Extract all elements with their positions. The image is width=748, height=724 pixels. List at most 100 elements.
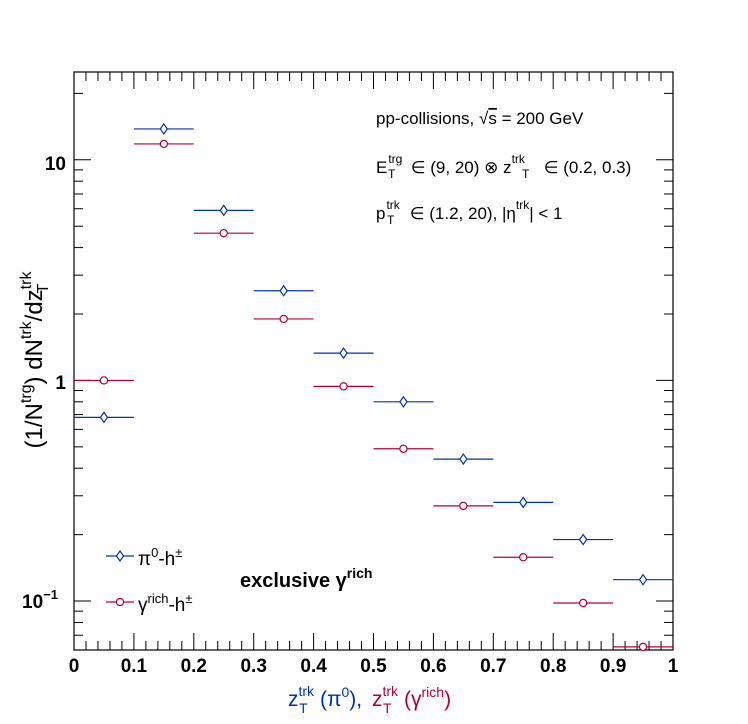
annotation-p-sub: T <box>387 213 395 227</box>
data-point <box>99 376 109 385</box>
y-title-trk1: trk <box>18 320 35 339</box>
series-pi0 <box>74 122 673 586</box>
y-title-slash: /dz <box>21 289 48 321</box>
data-point <box>99 411 109 424</box>
series-gamma-rich <box>74 139 673 652</box>
x-title-z2-sub: T <box>383 700 392 716</box>
x-title-pi0: ztrk T (π0), <box>288 683 362 716</box>
annotation-sqrt-s: s <box>488 109 497 128</box>
annotation-track-range: ptrk T ∈ (1.2, 20), |ηtrk| < 1 <box>376 198 562 227</box>
x-tick-label: 1 <box>668 656 679 677</box>
data-point <box>399 395 408 408</box>
y-tick-label-10: 10 <box>45 154 66 175</box>
data-point <box>279 284 288 297</box>
data-point <box>638 573 648 586</box>
x-tick-label: 0.7 <box>480 656 506 677</box>
x-tick-label: 0.2 <box>181 656 207 677</box>
annotation-E-sup: trg <box>388 152 402 166</box>
annotation-exclusive-text: exclusive γ <box>240 570 348 592</box>
annotation-trigger-end: ∈ (0.2, 0.3) <box>539 158 631 177</box>
annotation-track-end: | < 1 <box>529 204 562 223</box>
data-point <box>578 598 588 608</box>
data-point <box>459 501 468 511</box>
annotation-p-sup: trk <box>386 198 400 212</box>
y-axis-title: (1/Ntrg) dNtrk/dztrkT <box>18 271 52 449</box>
legend: π0-h± γrich-h± <box>106 545 193 616</box>
x-tick-label: 0.9 <box>600 656 626 677</box>
data-point <box>279 314 288 324</box>
x-tick-label: 0.5 <box>360 656 387 677</box>
data-point <box>519 553 528 562</box>
x-title-paren1: (π <box>320 688 341 711</box>
legend-marker-pi0 <box>106 549 134 563</box>
legend-label-pi0: π0-h± <box>138 545 182 570</box>
annotation-trigger-mid: ∈ (9, 20) ⊗ z <box>406 158 512 177</box>
legend-marker-gamma-rich <box>106 597 134 607</box>
annotation-energy: = 200 GeV <box>497 109 584 128</box>
y-tick-label-0.1-base: 10 <box>22 592 43 613</box>
data-point <box>519 496 528 509</box>
x-title-z1-sub: T <box>299 700 308 716</box>
y-tick-labels: 10 1 10−1 <box>22 154 66 613</box>
legend-label-pi0-sup2: ± <box>175 545 182 560</box>
legend-label-pi0-base: π <box>138 549 151 570</box>
x-title-z2: z <box>372 688 383 711</box>
x-title-paren2-close: ) <box>444 688 451 711</box>
axis-ticks <box>73 72 674 651</box>
data-point <box>339 382 348 391</box>
data-point <box>219 228 228 238</box>
x-title-z2-sup: trk <box>383 683 400 699</box>
x-title-paren1-close: ), <box>349 688 362 711</box>
annotation-exclusive: exclusive γrich <box>240 565 372 592</box>
annotation-track-mid: ∈ (1.2, 20), |η <box>405 204 516 223</box>
x-title-z1: z <box>288 688 299 711</box>
x-title-gamma: ztrk T (γrich) <box>372 683 451 716</box>
x-axis-title: ztrk T (π0), ztrk T (γrich) <box>288 683 451 716</box>
y-tick-label-1: 1 <box>55 373 66 394</box>
annotation-trigger-range: Etrg T ∈ (9, 20) ⊗ ztrk T ∈ (0.2, 0.3) <box>376 152 631 181</box>
data-point <box>578 533 588 546</box>
annotation-sqrt-sign: √ <box>479 109 489 128</box>
y-title-open: (1/N <box>21 403 48 448</box>
legend-symbol <box>115 597 125 607</box>
annotation-p: p <box>376 204 385 223</box>
x-tick-label: 0.3 <box>240 656 266 677</box>
annotation-z-sub: T <box>522 167 530 181</box>
x-tick-label: 0.1 <box>121 656 148 677</box>
legend-label-pi0-sup: 0 <box>151 545 158 560</box>
annotation-collisions: pp-collisions, √s = 200 GeV <box>376 109 584 128</box>
legend-label-gamma-sup2: ± <box>185 591 192 606</box>
y-title-T: T <box>35 284 52 294</box>
data-point <box>399 444 408 453</box>
x-tick-labels: 0 0.1 0.2 0.3 0.4 0.5 0.6 0.7 0.8 0.9 1 <box>69 656 679 677</box>
x-title-paren2: (γ <box>404 688 422 711</box>
data-point <box>459 453 468 466</box>
y-title-close: ) dN <box>21 339 48 384</box>
legend-label-pi0-mid: -h <box>158 549 175 570</box>
annotation-z-sup: trk <box>512 152 526 166</box>
x-title-paren1-sup: 0 <box>341 684 349 700</box>
legend-label-gamma-rich: γrich-h± <box>138 591 193 616</box>
annotation-E-sub: T <box>388 167 396 181</box>
data-point <box>159 139 169 149</box>
y-title-trk2: trk <box>18 271 35 290</box>
annotation-exclusive-sup: rich <box>347 565 373 581</box>
y-title-trg: trg <box>18 384 35 403</box>
annotation-E: E <box>376 158 387 177</box>
legend-label-gamma-mid: -h <box>168 595 185 616</box>
x-title-paren2-sup: rich <box>422 684 445 700</box>
x-tick-label: 0 <box>69 656 80 677</box>
x-tick-label: 0.8 <box>540 656 566 677</box>
data-point <box>339 347 348 360</box>
legend-symbol <box>115 549 125 563</box>
annotation-eta-sup: trk <box>516 198 530 212</box>
x-tick-label: 0.6 <box>420 656 446 677</box>
data-point <box>159 122 169 135</box>
legend-label-gamma-sup: rich <box>148 591 169 606</box>
annotation-collisions-prefix: pp-collisions, <box>376 109 479 128</box>
x-title-z1-sup: trk <box>299 683 316 699</box>
x-tick-label: 0.4 <box>300 656 327 677</box>
y-tick-label-0.1-exponent: −1 <box>43 587 58 602</box>
